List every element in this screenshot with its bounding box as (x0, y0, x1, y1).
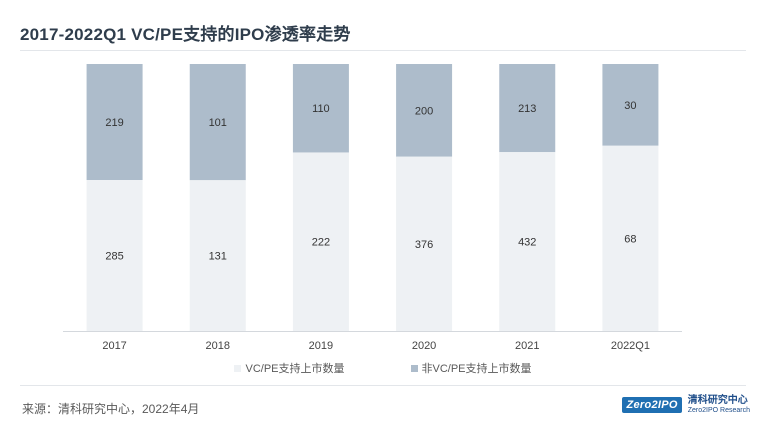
bar-non-vcpe-2019 (292, 64, 349, 153)
bar-vcpe-2019 (292, 152, 349, 331)
legend-label-vcpe: VC/PE支持上市数量 (245, 363, 345, 375)
chart-legend: VC/PE支持上市数量 非VC/PE支持上市数量 (0, 360, 766, 376)
footer-divider (20, 385, 746, 386)
data-label-non-vcpe-2022Q1: 30 (624, 100, 636, 112)
bar-non-vcpe-2021 (499, 64, 556, 153)
legend-item-vcpe: VC/PE支持上市数量 (234, 360, 345, 376)
x-tick-label-2022Q1: 2022Q1 (611, 340, 650, 352)
legend-swatch-non-vcpe (410, 364, 418, 372)
bar-non-vcpe-2022Q1 (602, 64, 659, 146)
x-tick-label-2017: 2017 (102, 340, 126, 352)
data-label-non-vcpe-2020: 200 (415, 105, 433, 117)
x-tick-label-2021: 2021 (515, 340, 539, 352)
bar-vcpe-2022Q1 (602, 145, 659, 331)
data-label-non-vcpe-2021: 213 (518, 103, 536, 115)
data-label-vcpe-2017: 285 (105, 251, 123, 263)
bar-non-vcpe-2020 (396, 64, 453, 157)
chart-title: 2017-2022Q1 VC/PE支持的IPO渗透率走势 (20, 25, 351, 44)
zero2ipo-logo: Zero2IPO 清科研究中心 Zero2IPO Research (622, 395, 750, 414)
logo-text: 清科研究中心 Zero2IPO Research (687, 395, 750, 414)
legend-label-non-vcpe: 非VC/PE支持上市数量 (421, 363, 532, 375)
x-tick-label-2018: 2018 (206, 340, 230, 352)
logo-badge: Zero2IPO (622, 396, 682, 413)
data-label-vcpe-2019: 222 (312, 237, 330, 249)
bar-vcpe-2020 (396, 156, 453, 331)
logo-en-name: Zero2IPO Research (687, 406, 750, 414)
bar-non-vcpe-2018 (189, 64, 246, 181)
bar-vcpe-2018 (189, 180, 246, 331)
legend-item-non-vcpe: 非VC/PE支持上市数量 (410, 360, 532, 376)
data-label-non-vcpe-2018: 101 (209, 117, 227, 129)
bar-vcpe-2017 (86, 180, 143, 331)
bar-non-vcpe-2017 (86, 64, 143, 181)
x-tick-label-2019: 2019 (309, 340, 333, 352)
x-tick-label-2020: 2020 (412, 340, 436, 352)
data-label-vcpe-2022Q1: 68 (624, 233, 636, 245)
data-label-vcpe-2018: 131 (209, 251, 227, 263)
data-label-non-vcpe-2017: 219 (105, 117, 123, 129)
data-label-vcpe-2021: 432 (518, 237, 536, 249)
data-label-vcpe-2020: 376 (415, 239, 433, 251)
title-divider (20, 50, 746, 51)
source-note: 来源：清科研究中心，2022年4月 (22, 402, 200, 416)
bar-vcpe-2021 (499, 152, 556, 331)
logo-cn-name: 清科研究中心 (687, 395, 748, 406)
data-label-non-vcpe-2019: 110 (312, 103, 330, 115)
legend-swatch-vcpe (234, 364, 242, 372)
